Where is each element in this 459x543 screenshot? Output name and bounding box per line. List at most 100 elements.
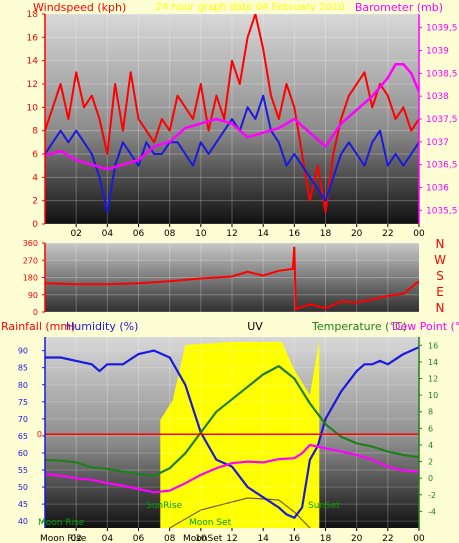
temperature-tick-label: 2 [428, 458, 433, 467]
direction-tick-label: 180 [23, 274, 38, 283]
compass-letter: S [436, 269, 444, 283]
top-x-tick-label: 02 [70, 229, 81, 239]
temperature-tick-label: 10 [428, 391, 438, 400]
bottom-moonrise-label: Moon Rise [40, 534, 87, 543]
bottom-x-tick-label: 00 [413, 534, 425, 543]
top-right-ticks: 1035,5 1036 1036,5 1037 1037,5 1038 1038,5 1039… [419, 24, 458, 216]
top-x-tick-label: 10 [195, 229, 207, 239]
dewpoint-axis-title: Dew Point (°C) [392, 320, 459, 333]
top-x-tick-label: 06 [133, 229, 145, 239]
temperature-axis-title: Temperature (°C) [311, 320, 407, 333]
bottom-series [45, 346, 419, 519]
bottom-x-tick-label: 22 [382, 534, 393, 543]
top-x-tick-label: 08 [164, 229, 176, 239]
temperature-tick-label: 4 [428, 441, 433, 450]
temperature-tick-label: 16 [428, 341, 438, 350]
temperature-tick-label: -4 [428, 507, 436, 516]
temperature-tick-label: 14 [428, 358, 438, 367]
humidity-tick-label: 45 [18, 500, 28, 509]
top-series-average-line [45, 94, 419, 214]
windspeed-tick-label: 4 [32, 173, 38, 183]
bottom-series-humidity-line [45, 346, 419, 519]
top-grid [45, 14, 419, 224]
humidity-tick-label: 80 [18, 381, 28, 390]
temperature-tick-label: 8 [428, 408, 433, 417]
top-panel: Windspeed (kph) 24 hour graph date 04 Fe… [27, 1, 458, 239]
uv-axis-title: UV [247, 320, 263, 333]
bottom-series-temperature-line [45, 365, 419, 477]
barometer-tick-label: 1037 [426, 138, 449, 148]
direction-tick-label: 90 [28, 291, 38, 300]
top-series-barometer-line [45, 62, 419, 171]
top-x-tick-label: 20 [351, 229, 363, 239]
compass-letter: W [434, 253, 446, 267]
bottom-x-tick-label: 08 [164, 534, 176, 543]
temperature-tick-label: 12 [428, 375, 438, 384]
top-x-tick-label: 00 [413, 229, 425, 239]
moonset-label: Moon Set [189, 518, 232, 528]
bottom-x-tick-label: 02 [70, 534, 81, 543]
bottom-x-tick-label: 14 [257, 534, 269, 543]
windspeed-tick-label: 16 [27, 33, 39, 43]
humidity-tick-label: 90 [18, 347, 28, 356]
barometer-axis-title: Barometer (mb) [355, 1, 443, 14]
top-left-ticks: 0 2 4 6 8 10 12 14 16 18 [27, 10, 45, 230]
windspeed-tick-label: 8 [32, 127, 38, 137]
top-x-tick-label: 18 [320, 229, 332, 239]
top-x-tick-label: 16 [289, 229, 301, 239]
bottom-x-ticks: 02 04 06 08 10 12 14 16 18 20 22 00 [70, 528, 425, 543]
barometer-tick-label: 1036,5 [426, 161, 458, 171]
bottom-x-tick-label: 04 [102, 534, 114, 543]
windspeed-tick-label: 2 [32, 197, 38, 207]
top-x-tick-label: 22 [382, 229, 393, 239]
bottom-grid [45, 337, 419, 528]
barometer-tick-label: 1035,5 [426, 206, 458, 216]
humidity-tick-label: 70 [18, 415, 28, 424]
bottom-x-tick-label: 10 [195, 534, 207, 543]
temperature-tick-label: 6 [428, 424, 433, 433]
humidity-axis-title: Humidity (%) [66, 320, 138, 333]
bottom-x-tick-label: 20 [351, 534, 363, 543]
sunrise-label: SunRise [146, 501, 183, 511]
bottom-panel: Rainfall (mm) Humidity (%) UV Temperatur… [1, 320, 459, 543]
humidity-tick-label: 65 [18, 432, 28, 441]
bottom-left-ticks: 40 45 50 55 60 65 70 75 80 85 90 0 [18, 347, 45, 526]
direction-series [45, 246, 419, 311]
windspeed-tick-label: 6 [32, 150, 38, 160]
windspeed-tick-label: 14 [27, 57, 39, 67]
bottom-x-tick-label: 12 [226, 534, 237, 543]
windspeed-tick-label: 12 [27, 80, 38, 90]
top-x-ticks: 02 04 06 08 10 12 14 16 18 20 22 00 [70, 224, 425, 239]
top-x-tick-label: 04 [102, 229, 114, 239]
humidity-tick-label: 75 [18, 398, 28, 407]
sunset-label: SunSet [308, 501, 340, 511]
top-x-tick-label: 12 [226, 229, 237, 239]
rainfall-axis-title: Rainfall (mm) [1, 320, 75, 333]
top-series-gust-line [45, 14, 419, 214]
compass-letter: N [436, 301, 445, 315]
humidity-tick-label: 50 [18, 483, 28, 492]
moonrise-label: Moon Rise [38, 518, 85, 528]
barometer-tick-label: 1039 [426, 47, 449, 57]
bottom-x-tick-label: 06 [133, 534, 145, 543]
barometer-tick-label: 1039,5 [426, 24, 458, 34]
graph-date-title: 24 hour graph date 04 February 2010 [155, 2, 344, 13]
direction-tick-label: 0 [33, 308, 38, 317]
windspeed-tick-label: 0 [32, 220, 38, 230]
barometer-tick-label: 1037,5 [426, 115, 458, 125]
top-x-tick-label: 14 [257, 229, 269, 239]
temperature-tick-label: 0 [428, 474, 433, 483]
bottom-right-ticks: -4 -2 0 2 4 6 8 10 12 14 16 [419, 341, 438, 516]
bottom-x-tick-label: 18 [320, 534, 332, 543]
windspeed-tick-label: 10 [27, 103, 39, 113]
windspeed-axis-title: Windspeed (kph) [33, 1, 126, 14]
direction-tick-label: 360 [23, 239, 38, 248]
bottom-moonset-label: MoonSet [183, 534, 223, 543]
humidity-tick-label: 40 [18, 517, 28, 526]
barometer-tick-label: 1036 [426, 183, 449, 193]
direction-ticks: 0 90 180 270 360 [23, 239, 45, 317]
humidity-tick-label: 85 [18, 364, 28, 373]
